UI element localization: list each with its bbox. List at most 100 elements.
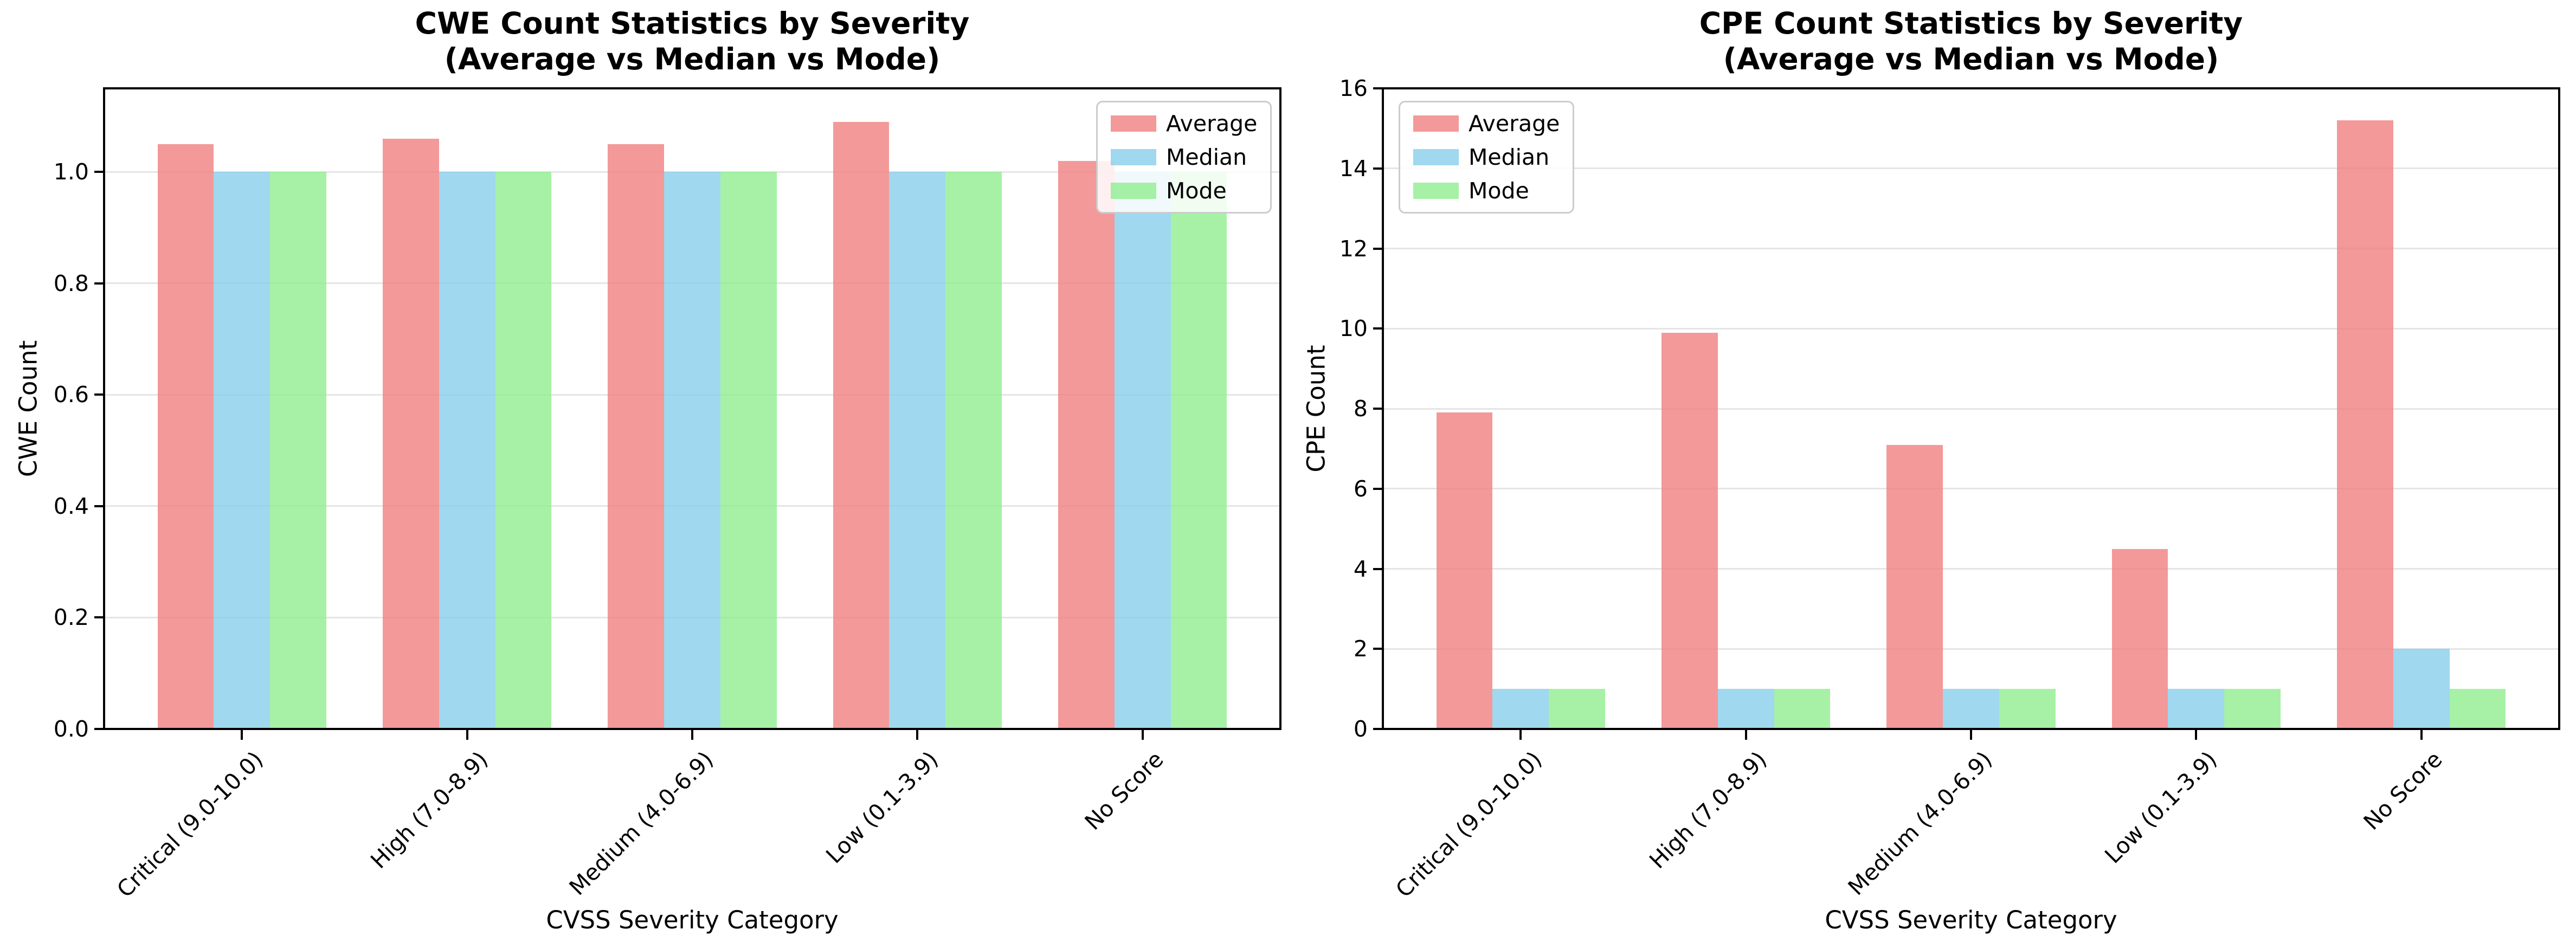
mode-bar [2449, 689, 2506, 729]
gridline [1383, 568, 2559, 570]
xtick-label: Medium (4.0-6.9) [1843, 746, 1997, 901]
average-bar [382, 138, 439, 729]
y-tick-mark [94, 171, 104, 173]
y-tick-mark [94, 393, 104, 396]
ytick-label: 1.0 [53, 159, 89, 185]
ytick-label: 0.0 [53, 716, 89, 742]
y-tick-mark [1373, 567, 1383, 570]
legend-item-average: Average [1111, 111, 1257, 136]
cpe-chart-title: CPE Count Statistics by Severity (Averag… [1383, 5, 2559, 77]
average-bar [608, 144, 665, 729]
y-tick-mark [1373, 87, 1383, 89]
cwe-plot-area [103, 87, 1281, 730]
xtick-label: Critical (9.0-10.0) [1390, 746, 1547, 903]
mode-bar [270, 172, 327, 729]
ytick-label: 0 [1353, 716, 1368, 742]
legend-item-mode: Mode [1111, 178, 1257, 203]
x-tick-mark [1744, 729, 1747, 740]
cwe-title-line2: (Average vs Median vs Mode) [444, 42, 941, 76]
x-tick-mark [2420, 729, 2423, 740]
ytick-label: 14 [1339, 155, 1368, 182]
average-bar [2336, 120, 2393, 729]
average-bar [1886, 444, 1943, 729]
cwe-chart-title: CWE Count Statistics by Severity (Averag… [104, 5, 1280, 77]
cwe-y-axis-label: CWE Count [14, 340, 43, 477]
median-bar [2393, 649, 2450, 729]
y-tick-mark [1373, 247, 1383, 250]
cwe-x-axis-label: CVSS Severity Category [546, 906, 839, 934]
average-swatch-icon [1111, 115, 1156, 132]
xtick-label: Critical (9.0-10.0) [112, 746, 268, 903]
legend-item-average: Average [1413, 111, 1560, 136]
xtick-label: Low (0.1-3.9) [2100, 746, 2223, 869]
cpe-legend: Average Median Mode [1399, 101, 1575, 214]
ytick-label: 0.4 [53, 493, 89, 519]
legend-item-mode: Mode [1413, 178, 1560, 203]
median-bar [664, 172, 720, 729]
median-bar [1114, 172, 1171, 729]
median-bar [439, 172, 495, 729]
gridline [104, 171, 1280, 173]
mode-bar [495, 172, 552, 729]
y-tick-mark [94, 505, 104, 507]
ytick-label: 0.8 [53, 270, 89, 296]
average-bar [1436, 412, 1493, 729]
legend-label-median: Median [1166, 144, 1247, 170]
y-tick-mark [1373, 487, 1383, 490]
average-bar [833, 121, 890, 729]
legend-label-average: Average [1166, 111, 1258, 137]
median-bar [1717, 689, 1774, 729]
ytick-label: 0.2 [53, 604, 89, 631]
average-bar [2111, 548, 2168, 729]
mode-swatch-icon [1111, 183, 1156, 199]
ytick-label: 16 [1339, 75, 1368, 101]
xtick-label: No Score [2358, 746, 2448, 835]
median-swatch-icon [1111, 149, 1156, 165]
ytick-label: 2 [1353, 636, 1368, 662]
mode-bar [1549, 689, 1606, 729]
median-bar [2168, 689, 2225, 729]
cpe-x-axis-label: CVSS Severity Category [1825, 906, 2117, 934]
ytick-label: 4 [1353, 556, 1368, 582]
average-bar [1661, 332, 1718, 729]
x-tick-mark [466, 729, 468, 740]
y-tick-mark [1373, 167, 1383, 170]
ytick-label: 12 [1339, 235, 1368, 262]
legend-label-mode: Mode [1469, 178, 1529, 204]
x-tick-mark [241, 729, 243, 740]
xtick-label: No Score [1079, 746, 1169, 835]
cpe-title-line2: (Average vs Median vs Mode) [1723, 42, 2219, 76]
y-tick-mark [1373, 648, 1383, 650]
y-tick-mark [94, 616, 104, 619]
legend-item-median: Median [1413, 145, 1560, 170]
average-bar [157, 144, 214, 729]
gridline [1383, 248, 2559, 249]
legend-label-mode: Mode [1166, 178, 1227, 204]
x-tick-mark [1141, 729, 1144, 740]
y-tick-mark [1373, 327, 1383, 330]
gridline [1383, 408, 2559, 410]
y-tick-mark [1373, 728, 1383, 730]
cwe-legend: Average Median Mode [1096, 101, 1272, 214]
y-tick-mark [94, 282, 104, 285]
x-tick-mark [916, 729, 919, 740]
x-tick-mark [691, 729, 693, 740]
xtick-label: High (7.0-8.9) [365, 746, 493, 874]
mode-bar [1774, 689, 1831, 729]
x-tick-mark [2195, 729, 2198, 740]
median-bar [214, 172, 271, 729]
legend-label-median: Median [1469, 144, 1550, 170]
xtick-label: Medium (4.0-6.9) [564, 746, 718, 901]
cpe-plot-area [1382, 87, 2560, 730]
mode-bar [720, 172, 777, 729]
x-tick-mark [1519, 729, 1522, 740]
median-swatch-icon [1413, 149, 1459, 165]
ytick-label: 6 [1353, 475, 1368, 502]
y-tick-mark [1373, 408, 1383, 410]
gridline [1383, 327, 2559, 330]
legend-item-median: Median [1111, 145, 1257, 170]
average-bar [1058, 160, 1115, 729]
ytick-label: 10 [1339, 315, 1368, 342]
median-bar [1943, 689, 1999, 729]
